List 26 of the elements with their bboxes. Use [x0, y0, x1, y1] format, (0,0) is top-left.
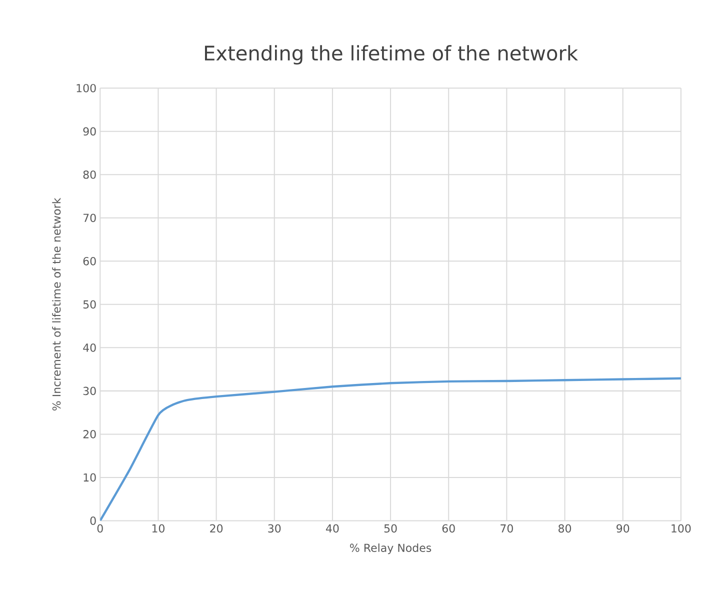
x-tick-label: 60	[442, 524, 455, 533]
y-tick-label: 10	[84, 473, 96, 482]
y-tick-label: 100	[76, 84, 96, 92]
x-tick-label: 50	[384, 524, 397, 533]
x-tick-label: 100	[672, 524, 691, 533]
chart-title: Extending the lifetime of the network	[205, 45, 578, 65]
x-axis-title: % Relay Nodes	[350, 544, 432, 554]
x-tick-label: 0	[97, 524, 103, 533]
y-tick-label: 20	[83, 430, 96, 438]
y-axis-title: % Increment of lifetime of the network	[52, 198, 61, 411]
x-tick-label: 90	[616, 524, 630, 533]
y-tick-label: 0	[90, 516, 96, 525]
y-tick-label: 90	[83, 127, 96, 136]
y-tick-label: 50	[83, 300, 96, 309]
x-tick-label: 70	[500, 524, 513, 533]
y-tick-label: 30	[83, 386, 96, 396]
y-tick-label: 80	[83, 170, 96, 179]
y-tick-label: 40	[83, 344, 96, 352]
line-series	[100, 377, 681, 521]
y-tick-label: 70	[84, 214, 96, 222]
x-tick-label: 80	[558, 524, 572, 533]
x-tick-label: 30	[268, 524, 281, 533]
x-tick-label: 10	[152, 524, 164, 533]
y-tick-label: 60	[83, 257, 96, 266]
x-tick-label: 20	[210, 524, 223, 533]
x-tick-label: 40	[326, 524, 339, 533]
